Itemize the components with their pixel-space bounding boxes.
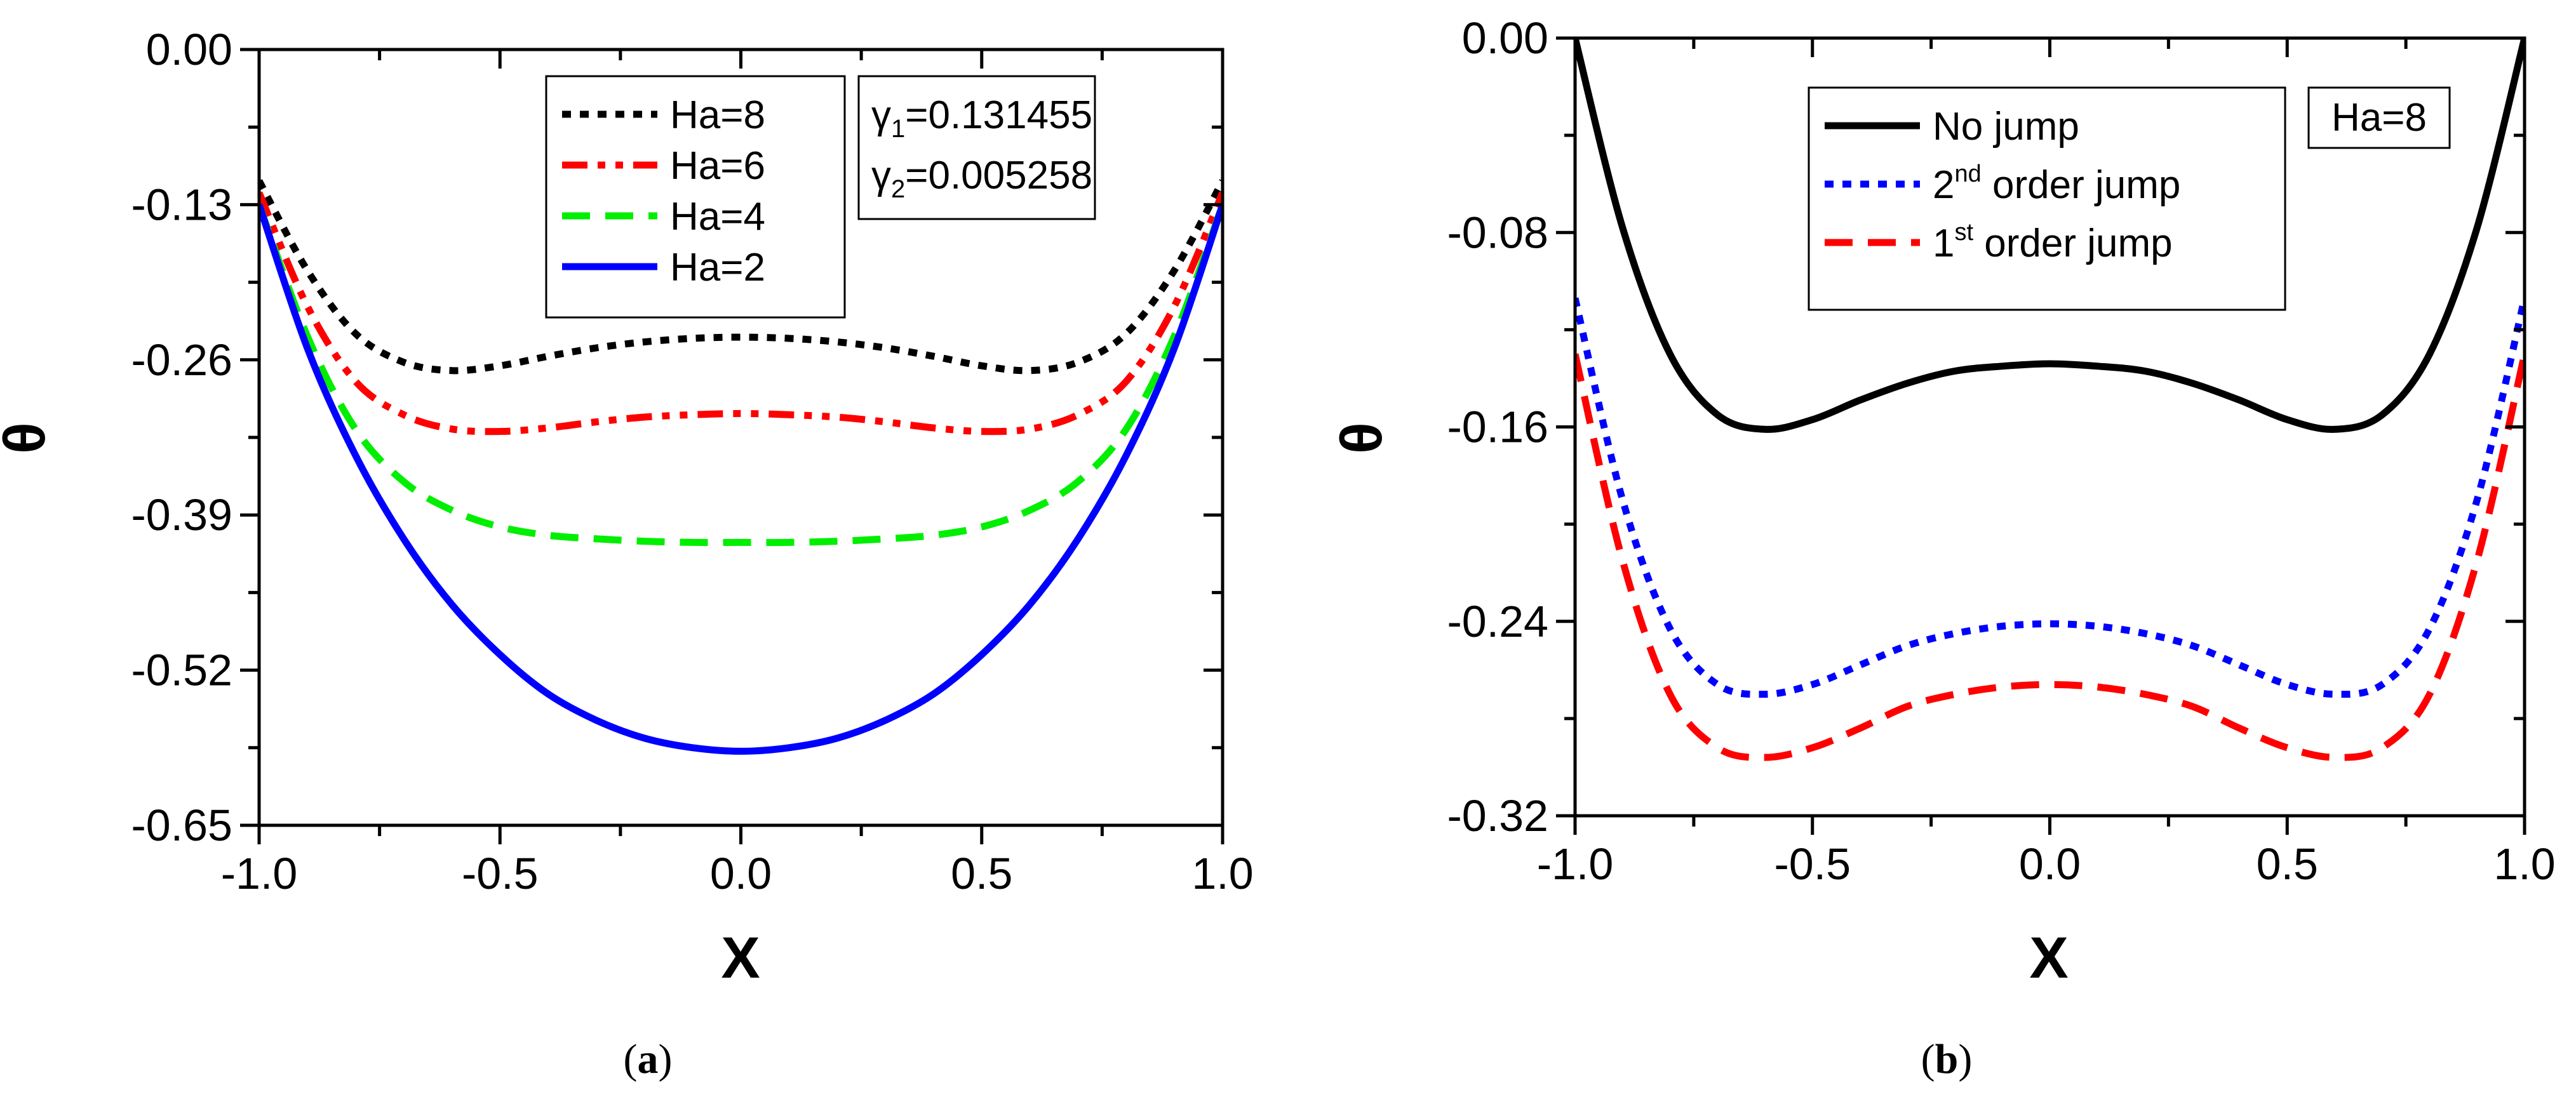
y-tick-label: 0.00 — [1462, 13, 1548, 63]
panel-b: -1.0 -0.5 0.0 0.5 1.0 0.00 -0.08 -0.16 -0.24 -0.3… — [1329, 13, 2556, 1082]
series-group — [259, 179, 1223, 755]
y-tick-label: -0.08 — [1447, 208, 1548, 257]
annotation-box — [2307, 86, 2451, 149]
legend-label-3: Ha=4 — [670, 195, 765, 239]
y-tick-label: -0.24 — [1447, 597, 1548, 646]
legend-label-2: 2nd order jump — [1933, 161, 2180, 207]
y-axis-title: θ — [0, 422, 57, 454]
y-tick-label: -0.13 — [131, 180, 232, 229]
y-axis-title: θ — [1329, 422, 1394, 454]
legend-label-1: Ha=8 — [670, 93, 765, 137]
y-tick-label: -0.65 — [131, 801, 232, 850]
panel-label: (a) — [624, 1036, 673, 1082]
annotation-box — [857, 75, 1096, 220]
x-axis-title: X — [721, 926, 760, 990]
series-line-4 — [259, 203, 1223, 755]
legend: No jump 2nd order jump 1st order jump — [1808, 86, 2286, 311]
y-tick-label: -0.52 — [131, 646, 232, 695]
annotation-line-2: γ2=0.005258 — [871, 154, 1092, 203]
panel-label: (b) — [1921, 1036, 1973, 1082]
legend-label-4: Ha=2 — [670, 246, 765, 289]
x-tick-label: 0.5 — [951, 849, 1012, 898]
legend-box — [545, 75, 846, 319]
y-tick-label: -0.26 — [131, 335, 232, 385]
x-tick-label: 1.0 — [1191, 849, 1253, 898]
series-line-3 — [259, 203, 1223, 547]
x-tick-label: 0.0 — [2019, 839, 2081, 889]
x-tick-label: 0.0 — [710, 849, 772, 898]
y-tick-label: -0.32 — [1447, 791, 1548, 841]
annotation-line-1: γ1=0.131455 — [871, 93, 1092, 143]
x-axis-title: X — [2029, 926, 2068, 990]
annotation: γ1=0.131455 γ2=0.005258 — [857, 75, 1096, 220]
x-tick-label: -1.0 — [1537, 839, 1614, 889]
legend: Ha=8 Ha=6 Ha=4 Ha=2 — [545, 75, 846, 319]
series-group — [1575, 37, 2525, 761]
series-line-2 — [1575, 297, 2525, 698]
y-tick-label: -0.39 — [131, 490, 232, 540]
legend-label-1: No jump — [1933, 105, 2079, 149]
y-tick-label: -0.16 — [1447, 402, 1548, 452]
y-tick-label: 0.00 — [146, 25, 232, 74]
x-tick-label: 0.5 — [2257, 839, 2318, 889]
series-line-1 — [1575, 37, 2525, 433]
series-line-1 — [259, 179, 1223, 375]
legend-label-3: 1st order jump — [1933, 219, 2173, 265]
x-tick-label: -1.0 — [221, 849, 298, 898]
panel-a: -1.0 -0.5 0.0 0.5 1.0 0.00 -0.13 -0.26 -0.39 -0.5… — [0, 25, 1254, 1082]
x-tick-label: -0.5 — [462, 849, 539, 898]
annotation: Ha=8 — [2307, 86, 2451, 149]
x-tick-label: -0.5 — [1774, 839, 1851, 889]
annotation-text: Ha=8 — [2331, 96, 2427, 140]
x-tick-label: 1.0 — [2493, 839, 2555, 889]
legend-label-2: Ha=6 — [670, 144, 765, 188]
